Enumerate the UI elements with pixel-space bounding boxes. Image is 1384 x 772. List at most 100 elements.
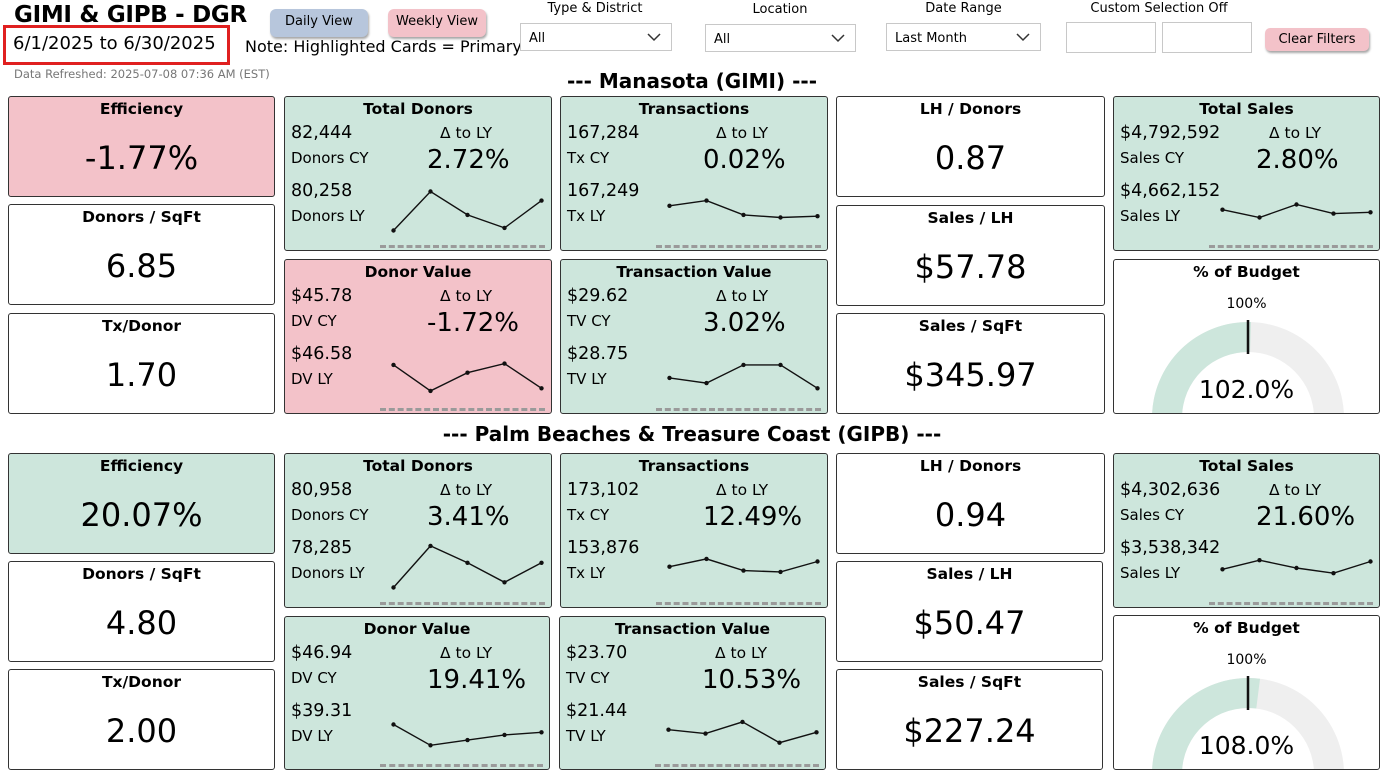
section-title-gipb: --- Palm Beaches & Treasure Coast (GIPB)… — [442, 422, 942, 446]
transactions-card[interactable]: Transactions 167,284 Tx CY 167,249 Tx LY… — [560, 96, 828, 251]
delta-label: Δ to LY — [1269, 124, 1322, 142]
chevron-down-icon — [1016, 33, 1030, 42]
efficiency-value: -1.77% — [84, 139, 199, 177]
cy-label: Tx CY — [567, 149, 610, 167]
donors-sqft-card[interactable]: Donors / SqFt 4.80 — [8, 561, 275, 662]
card-title: Transaction Value — [616, 263, 772, 281]
sparkline-chart — [667, 362, 820, 391]
gauge-fill — [1152, 322, 1252, 413]
location-dropdown[interactable]: All — [705, 24, 856, 52]
delta-value: 3.41% — [427, 502, 510, 532]
budget-card[interactable]: % of Budget 100% 108.0% — [1113, 615, 1380, 770]
sparkline-point — [428, 189, 433, 194]
sparkline-point — [1220, 207, 1225, 212]
ly-value: $28.75 — [567, 344, 629, 364]
sales-lh-card[interactable]: Sales / LH $57.78 — [836, 205, 1105, 306]
sparkline-axis — [656, 245, 821, 248]
sparkline-point — [666, 727, 671, 732]
card-title: LH / Donors — [919, 100, 1022, 118]
cy-value: $46.94 — [291, 643, 353, 663]
sparkline-point — [502, 580, 507, 585]
delta-label: Δ to LY — [716, 481, 769, 499]
total-donors-card[interactable]: Total Donors 80,958 Donors CY 78,285 Don… — [284, 453, 552, 608]
delta-label: Δ to LY — [716, 124, 769, 142]
card-title: Total Sales — [1199, 457, 1294, 475]
transaction-value-card[interactable]: Transaction Value $29.62 TV CY $28.75 TV… — [560, 259, 828, 414]
delta-value: 2.80% — [1256, 145, 1339, 175]
total-sales-card[interactable]: Total Sales $4,302,636 Sales CY $3,538,3… — [1113, 453, 1380, 608]
card-title: Sales / SqFt — [917, 673, 1022, 691]
donors-sqft-card[interactable]: Donors / SqFt 6.85 — [8, 204, 275, 305]
budget-gauge — [1152, 320, 1344, 413]
lh-donors-card[interactable]: LH / Donors 0.87 — [836, 96, 1105, 197]
delta-label: Δ to LY — [1269, 481, 1322, 499]
date-range-dropdown[interactable]: Last Month — [886, 23, 1041, 51]
efficiency-card[interactable]: Efficiency -1.77% — [8, 96, 275, 197]
lh-donors-value: 0.87 — [934, 139, 1007, 177]
sparkline-point — [465, 212, 470, 218]
sales-sqft-card[interactable]: Sales / SqFt $227.24 — [836, 669, 1103, 770]
ly-label: Tx LY — [567, 207, 606, 225]
card-title: Total Donors — [363, 100, 473, 118]
budget-card[interactable]: % of Budget 100% 102.0% — [1113, 259, 1380, 414]
sparkline-chart — [391, 543, 544, 590]
donor-value-card[interactable]: Donor Value $45.78 DV CY $46.58 DV LY Δ … — [284, 259, 552, 414]
date-range-value: Last Month — [895, 31, 967, 46]
cy-value: $23.70 — [566, 643, 628, 663]
total-sales-card[interactable]: Total Sales $4,792,592 Sales CY $4,662,1… — [1113, 96, 1380, 251]
clear-filters-button[interactable]: Clear Filters — [1265, 28, 1369, 51]
lh-donors-card[interactable]: LH / Donors 0.94 — [836, 453, 1105, 554]
chevron-down-icon — [831, 34, 845, 43]
donors-sqft-value: 4.80 — [105, 604, 178, 642]
total-donors-card[interactable]: Total Donors 82,444 Donors CY 80,258 Don… — [284, 96, 552, 251]
tx-donor-card[interactable]: Tx/Donor 1.70 — [8, 313, 275, 414]
sparkline-point — [539, 560, 544, 565]
location-value: All — [714, 32, 731, 47]
sparkline-chart — [667, 556, 820, 575]
delta-value: 21.60% — [1256, 502, 1356, 532]
sparkline-point — [465, 737, 470, 743]
sparkline-point — [741, 212, 746, 218]
sparkline-point — [778, 362, 783, 368]
ly-value: 153,876 — [567, 538, 640, 558]
sparkline-point — [703, 731, 708, 736]
sales-lh-card[interactable]: Sales / LH $50.47 — [836, 561, 1103, 662]
section-title-gimi: --- Manasota (GIMI) --- — [566, 69, 817, 93]
sparkline-point — [704, 380, 709, 386]
tx-donor-card[interactable]: Tx/Donor 2.00 — [8, 669, 275, 770]
efficiency-value: 20.07% — [80, 496, 203, 534]
delta-value: -1.72% — [427, 308, 519, 338]
sparkline-point — [704, 556, 709, 562]
type-district-dropdown[interactable]: All — [520, 23, 672, 51]
custom-end-input[interactable] — [1162, 22, 1252, 53]
sparkline-point — [778, 569, 783, 575]
custom-start-input[interactable] — [1066, 22, 1156, 53]
delta-value: 19.41% — [427, 665, 527, 695]
weekly-view-button[interactable]: Weekly View — [388, 9, 486, 37]
transaction-value-card[interactable]: Transaction Value $23.70 TV CY $21.44 TV… — [559, 616, 826, 770]
donor-value-card[interactable]: Donor Value $46.94 DV CY $39.31 DV LY Δ … — [284, 616, 550, 770]
sparkline-point — [428, 388, 433, 394]
cy-label: TV CY — [566, 669, 610, 687]
transactions-card[interactable]: Transactions 173,102 Tx CY 153,876 Tx LY… — [560, 453, 828, 608]
sparkline-chart — [667, 198, 820, 220]
card-title: Transaction Value — [614, 620, 771, 638]
budget-percent-value: 102.0% — [1198, 375, 1295, 404]
sales-sqft-card[interactable]: Sales / SqFt $345.97 — [836, 313, 1105, 414]
sparkline-line — [392, 545, 542, 588]
cy-value: $45.78 — [291, 286, 353, 306]
sparkline-point — [667, 375, 672, 381]
ly-label: Donors LY — [291, 207, 365, 225]
card-title: Donors / SqFt — [82, 565, 201, 583]
ly-value: $4,662,152 — [1120, 181, 1221, 201]
sparkline-point — [428, 543, 433, 549]
cy-label: Tx CY — [567, 506, 610, 524]
cy-label: TV CY — [567, 312, 611, 330]
efficiency-card[interactable]: Efficiency 20.07% — [8, 453, 275, 554]
sparkline-point — [502, 732, 507, 738]
ly-value: 80,258 — [291, 181, 353, 201]
cy-label: DV CY — [291, 669, 337, 687]
gauge-fill — [1152, 678, 1261, 769]
daily-view-button[interactable]: Daily View — [270, 9, 368, 37]
cy-value: 82,444 — [291, 123, 353, 143]
